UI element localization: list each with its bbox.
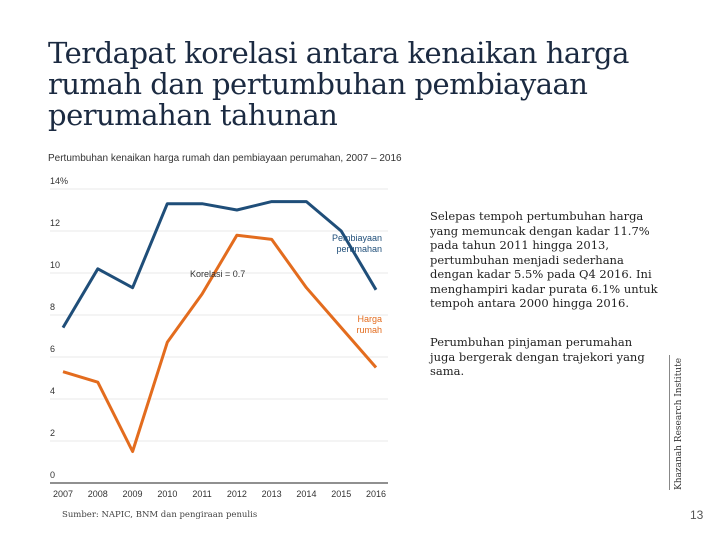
narrative-paragraph-1: Selepas tempoh pertumbuhan harga yang me…: [430, 209, 658, 310]
x-tick-label: 2011: [192, 489, 211, 499]
series-label: Harga rumah: [356, 314, 382, 335]
series-line-pembiayaan: [61, 200, 378, 329]
series-line-harga: [62, 233, 378, 453]
correlation-annotation: Korelasi = 0.7: [190, 269, 245, 279]
y-tick-label: 14%: [50, 176, 68, 186]
y-tick-label: 6: [50, 344, 55, 354]
x-tick-label: 2008: [88, 489, 108, 499]
x-tick-label: 2009: [123, 489, 143, 499]
x-tick-label: 2012: [227, 489, 247, 499]
x-tick-label: 2007: [53, 489, 73, 499]
narrative-paragraph-2: Perumbuhan pinjaman perumahan juga berge…: [430, 335, 645, 378]
y-tick-label: 10: [50, 260, 60, 270]
side-divider: [669, 355, 670, 490]
x-tick-label: 2013: [262, 489, 282, 499]
x-tick-label: 2014: [296, 489, 316, 499]
side-label: Khazanah Research Institute: [674, 357, 684, 490]
page-number: 13: [690, 508, 704, 522]
page-title: Terdapat korelasi antara kenaikan harga …: [48, 36, 629, 132]
x-tick-label: 2010: [157, 489, 177, 499]
y-tick-label: 8: [50, 302, 55, 312]
series-label: Pembiayaan perumahan: [332, 233, 382, 254]
chart-subtitle: Pertumbuhan kenaikan harga rumah dan pem…: [48, 153, 402, 164]
y-tick-label: 4: [50, 386, 55, 396]
y-tick-label: 0: [50, 470, 55, 480]
y-tick-label: 12: [50, 218, 60, 228]
y-tick-label: 2: [50, 428, 55, 438]
x-tick-label: 2016: [366, 489, 386, 499]
source-note: Sumber: NAPIC, BNM dan pengiraan penulis: [62, 510, 258, 520]
x-tick-label: 2015: [331, 489, 351, 499]
